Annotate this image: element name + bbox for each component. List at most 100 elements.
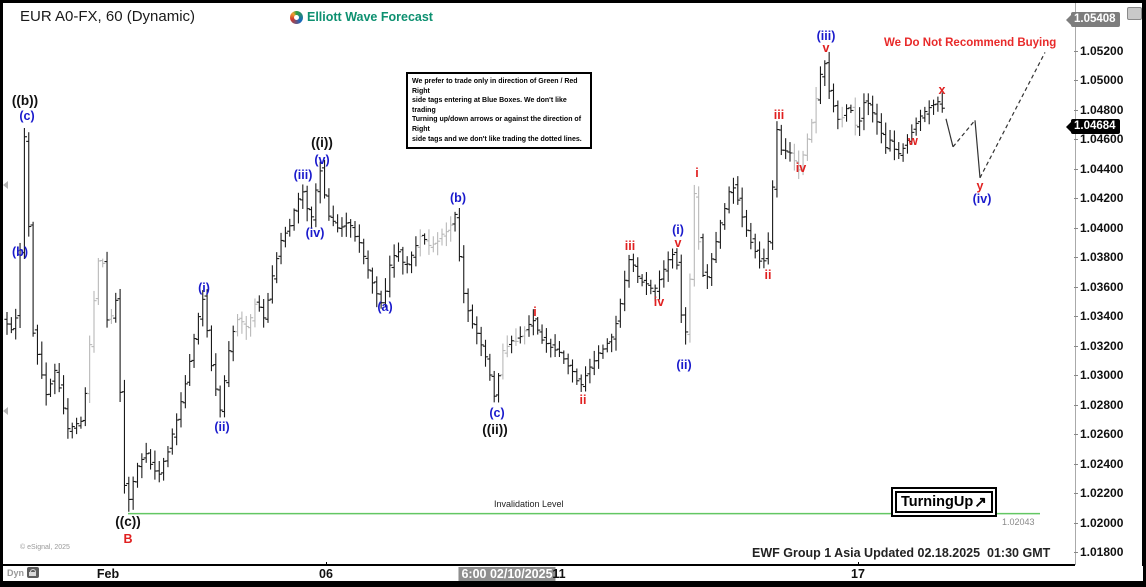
time-tick-label: 06 [319,567,333,581]
ohlc-bar [121,379,128,494]
ohlc-bar [887,129,893,152]
ohlc-bar [430,236,436,253]
ohlc-bar [17,242,23,329]
ohlc-bar [939,92,945,113]
price-tick-label: 1.02200 [1080,486,1124,501]
ohlc-bar [622,270,628,312]
price-tick-label: 1.04400 [1080,161,1124,176]
ohlc-bar [391,244,397,278]
ohlc-bar [117,288,123,402]
axis-menu-icon[interactable] [1127,7,1142,20]
price-axis-separator [1075,3,1076,565]
ohlc-bar [896,142,902,160]
ohlc-bar [848,104,854,114]
price-tick-label: 1.05000 [1080,73,1124,88]
ohlc-bar [809,118,815,143]
wave-label: i [533,305,536,319]
ohlc-bar [922,106,928,123]
ohlc-bar [221,375,228,418]
ohlc-bar [108,308,114,324]
wave-label: (ii) [214,420,229,434]
ohlc-bar [600,344,606,359]
price-tick-label: 1.04600 [1080,132,1124,147]
ohlc-bar [865,93,871,116]
ohlc-bar [261,299,267,328]
wave-label: v [675,236,682,250]
ohlc-bar [413,236,419,267]
ohlc-bar [435,232,441,256]
ohlc-bar [548,338,554,358]
wave-label: (b) [12,245,28,259]
ohlc-bar [656,270,663,300]
ohlc-bar [287,218,293,237]
ohlc-bar [226,341,232,388]
ohlc-bar [8,317,14,334]
ohlc-bar [830,83,837,113]
wave-label: ii [580,393,587,407]
ohlc-bar [365,250,371,279]
symbol-title: EUR A0-FX, 60 (Dynamic) [20,8,196,25]
ohlc-bar [913,117,919,136]
wave-label: iv [654,295,664,309]
turning-up-badge: TurningUp ↗ [891,487,997,517]
wave-label: (iii) [817,29,836,43]
ohlc-bar [565,353,571,375]
time-axis[interactable]: Dyn Feb 06 6:00 02/10/2025 11 17 [3,562,1143,581]
wave-label: (iii) [294,168,313,182]
ohlc-bar [26,132,32,237]
ohlc-bar [791,143,797,171]
price-tick-label: 1.02800 [1080,397,1124,412]
ohlc-bar [191,333,197,368]
price-tick-label: 1.01800 [1080,545,1124,560]
lock-icon[interactable] [27,567,39,578]
ohlc-bar [352,221,358,242]
ohlc-bar [282,226,288,248]
ohlc-bar [813,87,819,134]
ohlc-bar [139,453,145,479]
ohlc-bar [604,338,610,353]
price-tick-label: 1.04800 [1080,102,1124,117]
price-axis[interactable]: 1.05200 1.05000 1.04800 1.04600 1.04400 1.042… [1066,3,1143,565]
dyn-mode-label: Dyn [7,568,25,578]
ohlc-bar [100,258,106,268]
ohlc-bars-layer [4,51,945,512]
ohlc-bar [870,95,876,123]
ohlc-bar [561,350,567,364]
ohlc-bar [248,314,254,337]
ohlc-bar [713,231,719,263]
wave-label: ii [765,268,772,282]
disclaimer-line: We prefer to trade only in direction of … [412,78,578,95]
ohlc-bar [643,272,650,296]
ohlc-bar [704,264,710,290]
ohlc-bar [926,100,932,125]
ohlc-bar [509,335,515,354]
projection-segment-solid [945,118,954,147]
ohlc-bar [669,248,676,269]
ohlc-bar [304,185,310,222]
ohlc-bar [152,450,158,480]
esignal-copyright: © eSignal, 2025 [20,544,70,551]
ohlc-bar [883,122,889,154]
ohlc-bar [774,121,780,198]
ohlc-bar [134,462,141,488]
ohlc-bar [104,251,110,328]
price-tick [1074,257,1078,259]
wave-label: ((ii)) [482,422,507,437]
ohlc-bar [200,290,206,327]
price-tick [1074,463,1078,465]
time-tick-label: 17 [851,567,865,581]
brand-name: Elliott Wave Forecast [307,10,433,24]
ohlc-bar [195,312,201,345]
wave-label: i [695,166,698,180]
wave-label: (i) [672,223,684,237]
ohlc-bar [239,311,245,334]
ohlc-bar [291,208,297,231]
ohlc-bar [878,113,884,144]
ohlc-bar [717,219,723,249]
price-tick-label: 1.04000 [1080,220,1124,235]
ohlc-bar [582,366,589,392]
ohlc-bar [52,363,58,395]
ohlc-bar [648,279,654,295]
ohlc-bar [735,176,741,205]
